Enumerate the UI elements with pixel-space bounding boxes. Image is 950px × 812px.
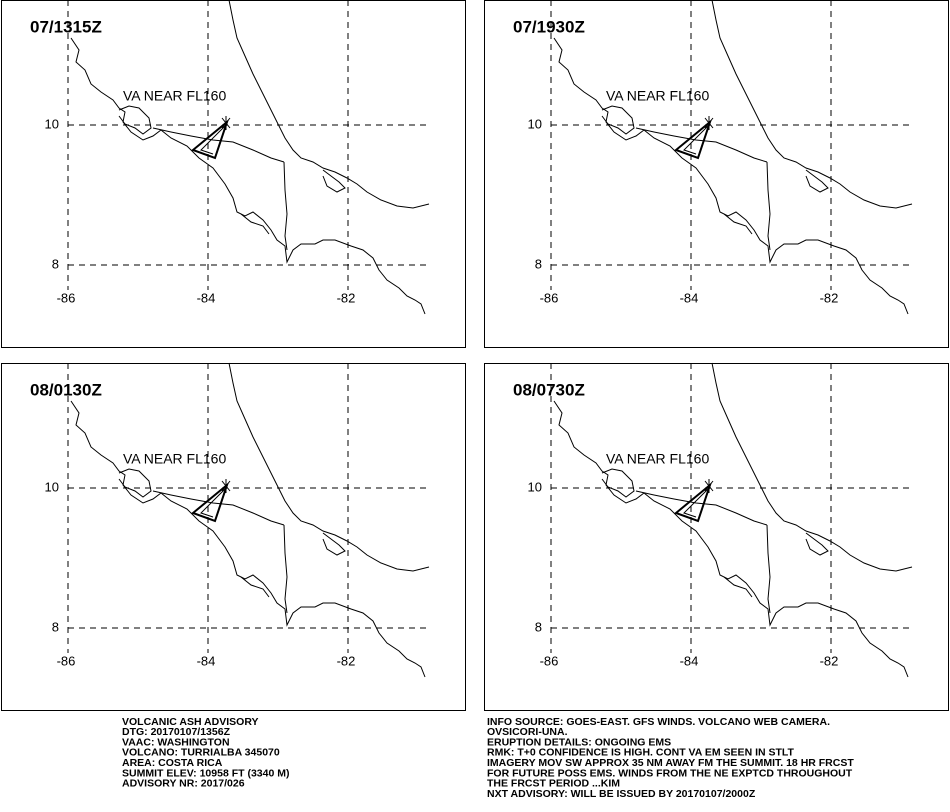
ash-area bbox=[191, 119, 230, 160]
panel-border bbox=[1, 363, 466, 711]
panel-border bbox=[484, 363, 949, 711]
advisory-line: IMAGERY MOV SW APPROX 35 NM AWAY FM THE … bbox=[487, 757, 854, 769]
advisory-line: NXT ADVISORY: WILL BE ISSUED BY 20170107… bbox=[487, 788, 756, 800]
panel-border bbox=[484, 0, 949, 348]
lat-label: 10 bbox=[528, 116, 542, 131]
ash-label: VA NEAR FL160 bbox=[606, 451, 709, 467]
advisory-line: AREA: COSTA RICA bbox=[122, 757, 223, 769]
lon-label: -86 bbox=[540, 290, 559, 305]
map-panel: 08/0730Z VA NEAR FL160 -86 -84 -82 10 8 bbox=[484, 362, 949, 711]
lon-label: -86 bbox=[57, 653, 76, 668]
volcano-marker bbox=[221, 116, 231, 130]
panel-border bbox=[1, 0, 466, 348]
advisory-line: ADVISORY NR: 2017/026 bbox=[122, 778, 245, 790]
lon-label: -86 bbox=[540, 653, 559, 668]
lat-label: 8 bbox=[52, 256, 59, 271]
advisory-line: SUMMIT ELEV: 10958 FT (3340 M) bbox=[122, 767, 289, 779]
ash-area-inner bbox=[683, 125, 709, 155]
lon-label: -82 bbox=[820, 290, 839, 305]
advisory-line: VOLCANO: TURRIALBA 345070 bbox=[122, 747, 280, 759]
advisory-line: ERUPTION DETAILS: ONGOING EMS bbox=[487, 736, 671, 748]
lat-label: 8 bbox=[535, 619, 542, 634]
lon-label: -82 bbox=[820, 653, 839, 668]
advisory-line: VOLCANIC ASH ADVISORY bbox=[122, 716, 259, 728]
advisory-line: DTG: 20170107/1356Z bbox=[122, 726, 231, 738]
lat-label: 8 bbox=[52, 619, 59, 634]
advisory-line: RMK: T+0 CONFIDENCE IS HIGH. CONT VA EM … bbox=[487, 747, 795, 759]
advisory-line: VAAC: WASHINGTON bbox=[122, 736, 230, 748]
lat-label: 10 bbox=[528, 479, 542, 494]
ash-label: VA NEAR FL160 bbox=[123, 451, 226, 467]
map-panel: 07/1315Z VA NEAR FL160 -86 -84 -82 10 8 bbox=[1, 0, 466, 348]
ash-label: VA NEAR FL160 bbox=[123, 88, 226, 104]
ash-area bbox=[674, 482, 713, 523]
volcano-marker bbox=[221, 479, 231, 493]
map-panel: 07/1930Z VA NEAR FL160 -86 -84 -82 10 8 bbox=[484, 0, 949, 348]
lon-label: -84 bbox=[680, 653, 699, 668]
ash-area-inner bbox=[200, 125, 226, 155]
ash-area bbox=[674, 119, 713, 160]
ash-area-inner bbox=[200, 488, 226, 518]
lon-label: -84 bbox=[197, 653, 216, 668]
map-panel: 08/0130Z VA NEAR FL160 -86 -84 -82 10 8 bbox=[1, 362, 466, 711]
advisory-line: INFO SOURCE: GOES-EAST. GFS WINDS. VOLCA… bbox=[487, 716, 830, 728]
ash-area-inner bbox=[683, 488, 709, 518]
lon-label: -84 bbox=[197, 290, 216, 305]
volcano-marker bbox=[704, 479, 714, 493]
lat-label: 10 bbox=[45, 479, 59, 494]
lon-label: -84 bbox=[680, 290, 699, 305]
panel-time: 08/0730Z bbox=[513, 380, 585, 399]
lon-label: -82 bbox=[337, 290, 356, 305]
ash-area bbox=[191, 482, 230, 523]
advisory-line: THE FRCST PERIOD ...KIM bbox=[487, 778, 620, 790]
lon-label: -82 bbox=[337, 653, 356, 668]
advisory-line: OVSICORI-UNA. bbox=[487, 726, 568, 738]
lon-label: -86 bbox=[57, 290, 76, 305]
panel-time: 07/1315Z bbox=[30, 17, 102, 36]
ash-label: VA NEAR FL160 bbox=[606, 88, 709, 104]
volcano-marker bbox=[704, 116, 714, 130]
lat-label: 8 bbox=[535, 256, 542, 271]
lat-label: 10 bbox=[45, 116, 59, 131]
panel-time: 08/0130Z bbox=[30, 380, 102, 399]
panel-time: 07/1930Z bbox=[513, 17, 585, 36]
advisory-line: FOR FUTURE POSS EMS. WINDS FROM THE NE E… bbox=[487, 767, 853, 779]
